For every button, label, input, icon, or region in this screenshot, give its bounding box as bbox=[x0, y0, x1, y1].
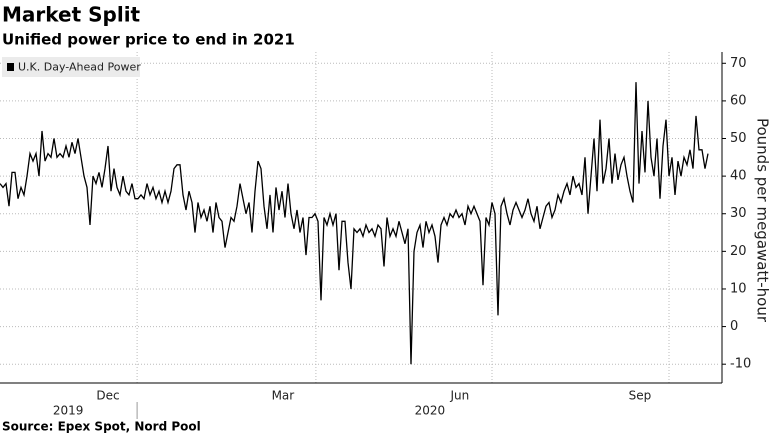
source: Source: Epex Spot, Nord Pool bbox=[2, 420, 201, 434]
chart-title: Market Split bbox=[2, 3, 141, 27]
y-tick-label: 40 bbox=[730, 169, 747, 184]
y-tick-label: 10 bbox=[730, 281, 747, 296]
line bbox=[0, 82, 709, 365]
x-tick-label: Jun bbox=[450, 389, 470, 403]
y-tick-label: 70 bbox=[730, 56, 747, 71]
y-tick-label: 0 bbox=[730, 319, 738, 334]
y-tick-label: 50 bbox=[730, 131, 747, 146]
y-axis-label: Pounds per megawatt-hour bbox=[754, 118, 772, 323]
legend-label: U.K. Day-Ahead Power bbox=[18, 61, 141, 74]
y-tick-label: 60 bbox=[730, 93, 747, 108]
y-tick-label: 30 bbox=[730, 206, 747, 221]
y-tick-label: 20 bbox=[730, 244, 747, 259]
year-label: 2019 bbox=[53, 404, 84, 418]
y-tick-label: -10 bbox=[730, 357, 751, 372]
x-tick-label: Sep bbox=[629, 389, 652, 403]
legend-box bbox=[2, 57, 140, 77]
x-tick-label: Mar bbox=[272, 389, 295, 403]
chart-subtitle: Unified power price to end in 2021 bbox=[2, 31, 295, 49]
year-label: 2020 bbox=[415, 404, 446, 418]
x-tick-label: Dec bbox=[96, 389, 119, 403]
legend-swatch bbox=[7, 63, 14, 71]
